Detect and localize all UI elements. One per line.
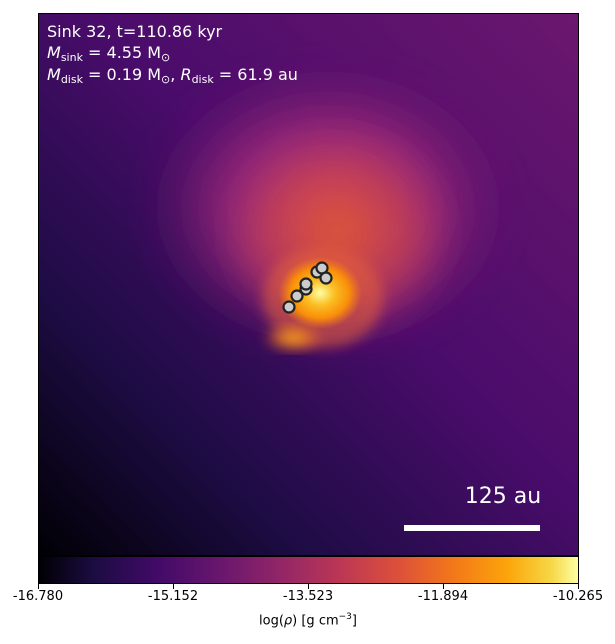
colorbar-tick-label: -10.265	[552, 589, 604, 604]
colorbar-tick	[38, 584, 39, 589]
annotation-line3: Mdisk = 0.19 M⊙, Rdisk = 61.9 au	[47, 65, 298, 86]
sink-markers	[282, 261, 333, 314]
annotation-line1: Sink 32, t=110.86 kyr	[47, 22, 223, 41]
sink-marker	[319, 271, 333, 285]
scalebar-bar	[404, 525, 540, 531]
colorbar-tick-label: -11.894	[417, 589, 469, 604]
colorbar-tick-label: -16.780	[12, 589, 64, 604]
colorbar-tick-label: -15.152	[147, 589, 199, 604]
colorbar-tick	[173, 584, 174, 589]
panel-frame	[38, 13, 579, 556]
disk-core	[278, 257, 362, 329]
colorbar-tick	[308, 584, 309, 589]
scalebar-label: 125 au	[465, 484, 541, 509]
colorbar-tick	[443, 584, 444, 589]
colorbar	[38, 556, 579, 584]
sink-marker	[290, 289, 304, 303]
density-map-panel: 125 au Sink 32, t=110.86 kyr Msink = 4.5…	[38, 13, 579, 556]
annotation-line2: Msink = 4.55 M⊙	[47, 43, 170, 64]
colorbar-label: log(ρ) [g cm−3]	[259, 612, 357, 629]
colorbar-tick	[578, 584, 579, 589]
spiral-arm	[263, 324, 323, 352]
sink-marker	[299, 277, 313, 291]
sink-marker	[282, 300, 296, 314]
colorbar-tick-label: -13.523	[282, 589, 334, 604]
density-map: 125 au Sink 32, t=110.86 kyr Msink = 4.5…	[38, 13, 579, 556]
